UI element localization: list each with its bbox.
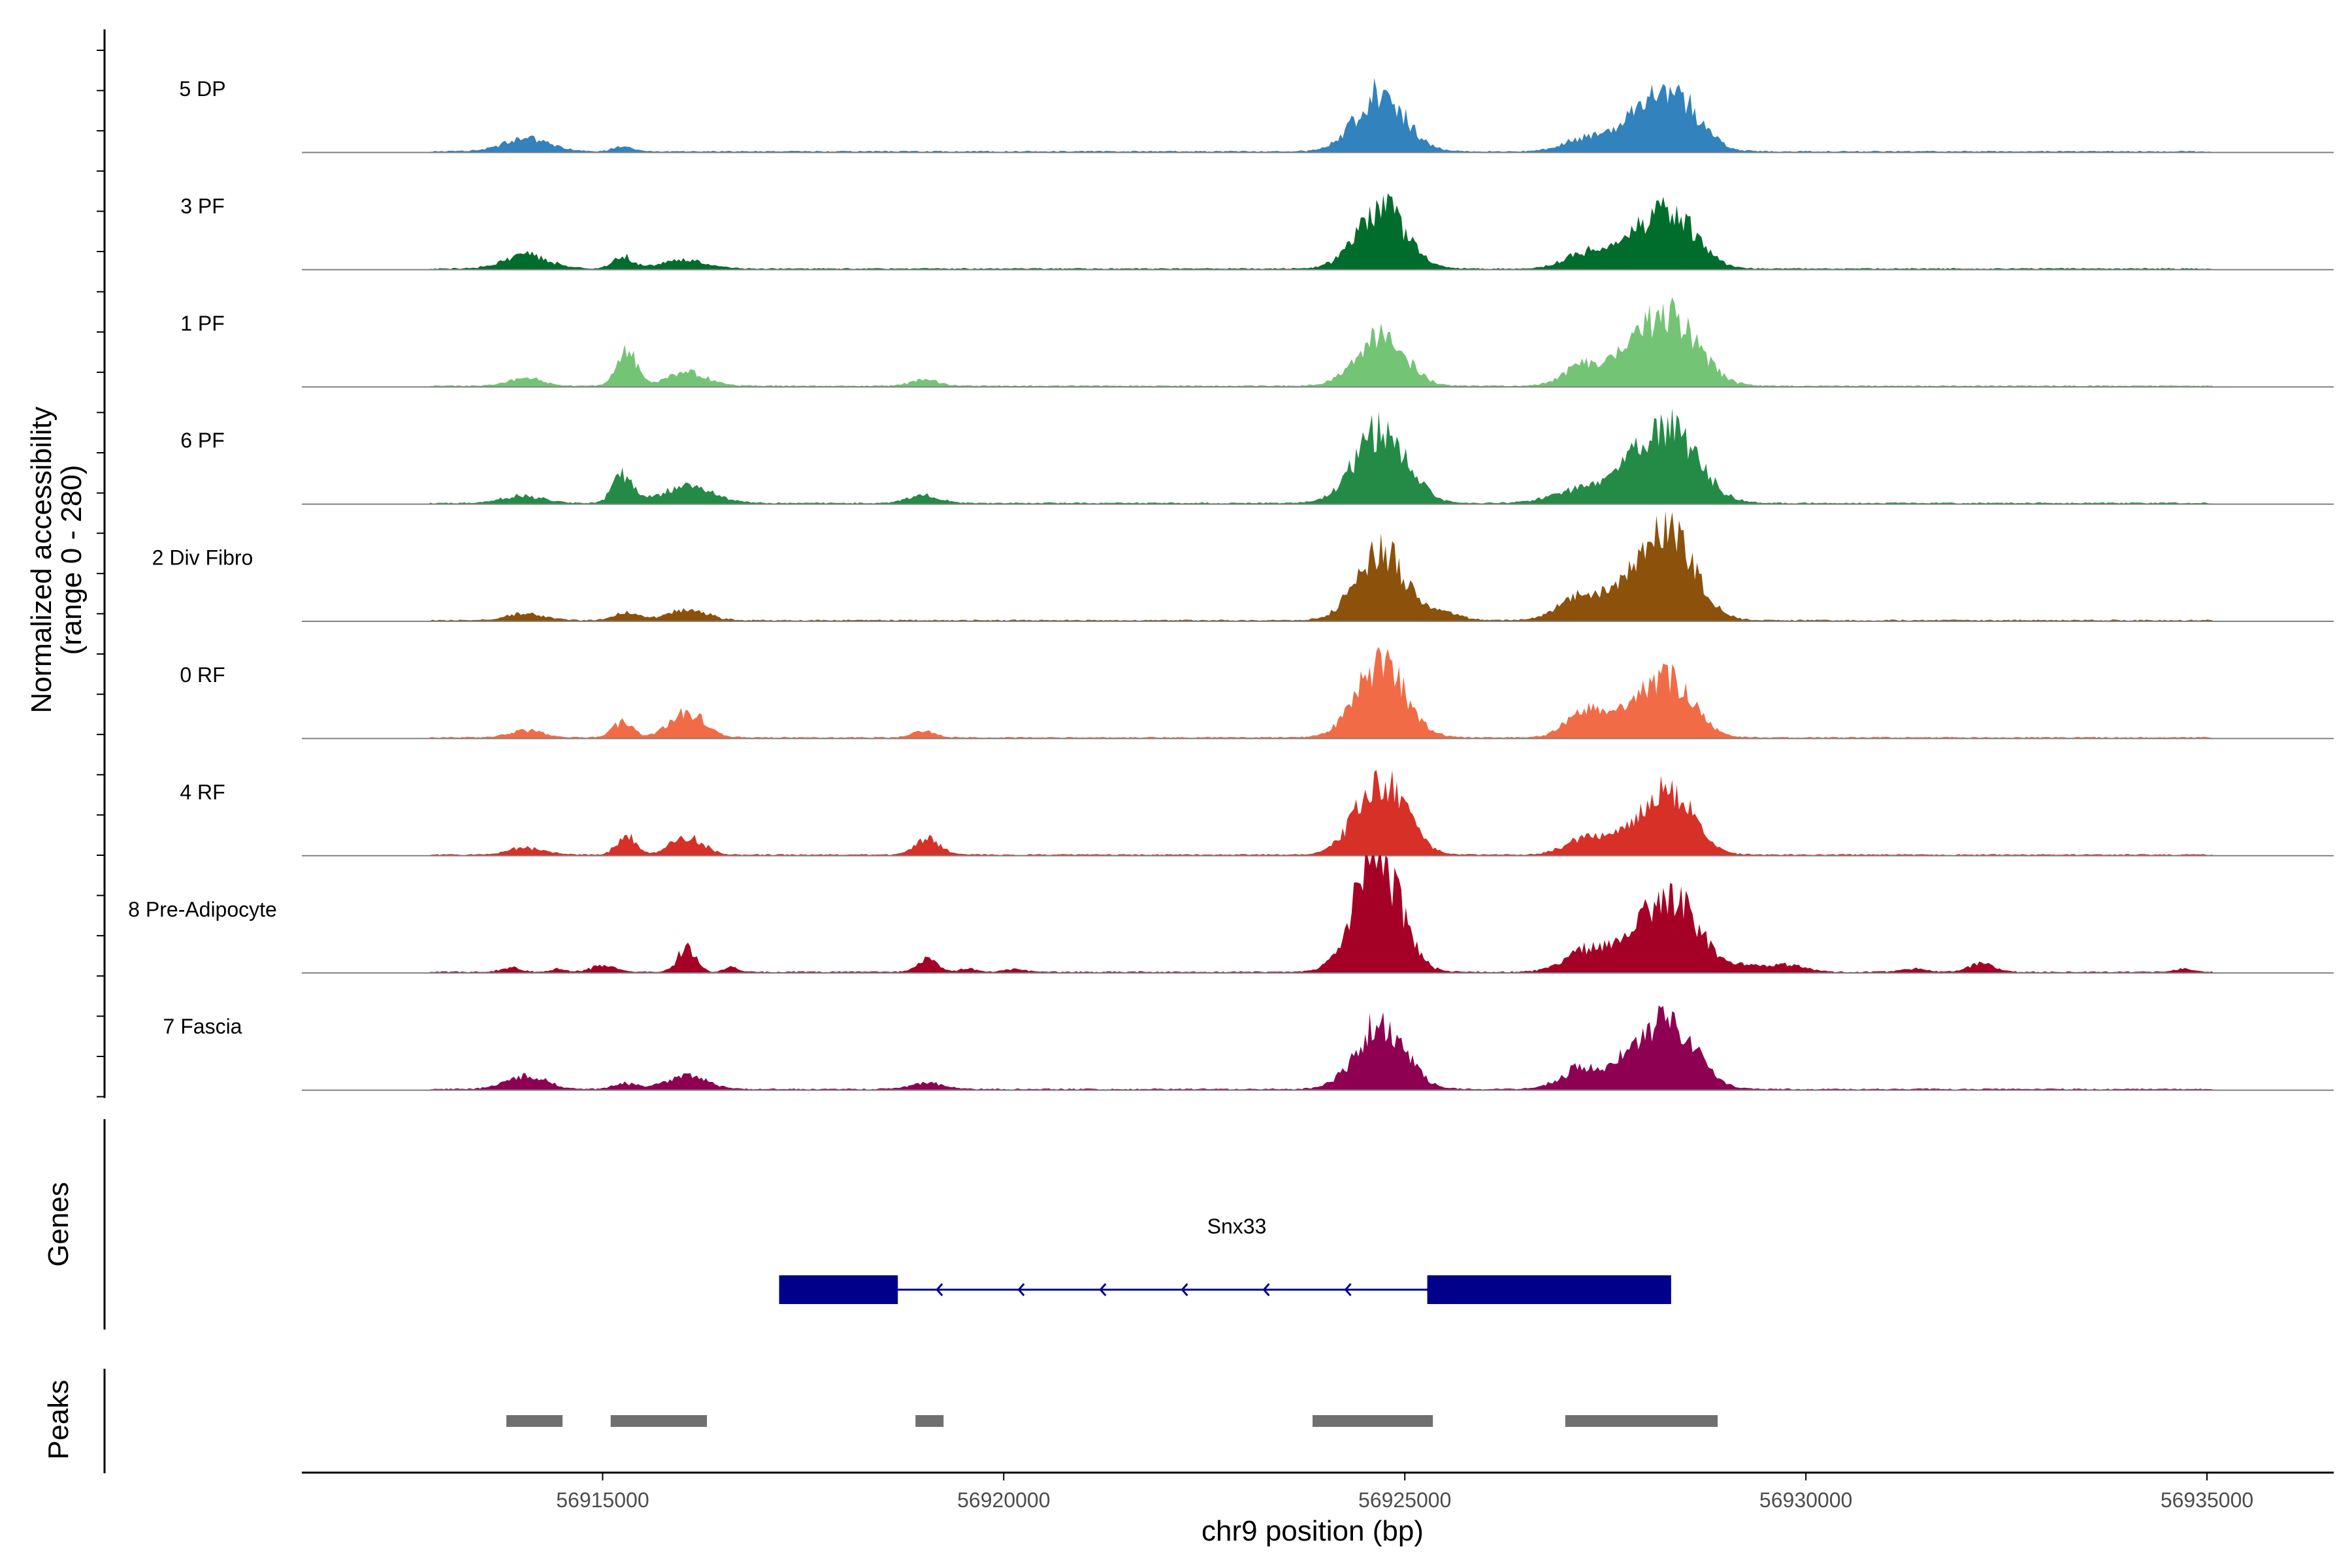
strand-arrow-icon: [1262, 1283, 1270, 1296]
gene-snx33: Snx33: [779, 1215, 1671, 1304]
strand-arrow-icon: [1181, 1283, 1188, 1296]
coverage-area: [302, 646, 2334, 739]
x-axis-title: chr9 position (bp): [1201, 1515, 1424, 1547]
coverage-area: [302, 770, 2334, 856]
x-tick-label: 56930000: [1759, 1488, 1852, 1512]
track-label: 0 RF: [180, 663, 225, 687]
track-label: 7 Fascia: [163, 1015, 242, 1038]
coverage-area: [302, 193, 2334, 270]
coverage-area: [302, 1005, 2334, 1090]
coverage-area: [302, 855, 2334, 973]
track-2-div-fibro: 2 Div Fibro: [152, 510, 2334, 622]
track-label: 6 PF: [180, 429, 225, 452]
track-4-rf: 4 RF: [180, 770, 2334, 857]
peak-region: [1565, 1415, 1718, 1427]
y-axis-titles: Normalized accessibility(range 0 - 280) G…: [25, 406, 88, 1460]
track-0-rf: 0 RF: [180, 646, 2334, 740]
track-label: 2 Div Fibro: [152, 546, 253, 570]
strand-arrow-icon: [1344, 1283, 1352, 1296]
left-axis-lines: [97, 29, 106, 1473]
coverage-area: [302, 297, 2334, 387]
coverage-area: [302, 78, 2334, 153]
genes-panel-title: Genes: [42, 1182, 74, 1267]
strand-arrow-icon: [936, 1283, 943, 1296]
gene-exon: [1427, 1275, 1671, 1304]
strand-arrow-icon: [1426, 1283, 1433, 1296]
track-6-pf: 6 PF: [180, 408, 2334, 505]
y-axis-title: Normalized accessibility(range 0 - 280): [25, 406, 88, 713]
track-5-dp: 5 DP: [179, 77, 2334, 154]
track-label: 8 Pre-Adipocyte: [128, 898, 277, 921]
track-label: 3 PF: [180, 194, 225, 218]
peaks-panel-title: Peaks: [42, 1380, 74, 1460]
y-axis-title-line: (range 0 - 280): [56, 465, 88, 655]
x-tick-label: 56925000: [1358, 1488, 1451, 1512]
peak-region: [506, 1415, 563, 1427]
gene-name-label: Snx33: [1207, 1215, 1267, 1238]
peak-region: [1313, 1415, 1433, 1427]
peak-track: [506, 1415, 1718, 1427]
peak-region: [610, 1415, 708, 1427]
track-7-fascia: 7 Fascia: [163, 1005, 2334, 1091]
x-tick-label: 56915000: [556, 1488, 649, 1512]
strand-arrow-icon: [1017, 1283, 1025, 1296]
peak-region: [915, 1415, 944, 1427]
coverage-area: [302, 408, 2334, 504]
track-label: 4 RF: [180, 780, 225, 804]
gene-track: Snx33: [779, 1215, 1671, 1304]
coverage-area: [302, 510, 2334, 621]
gene-exon: [779, 1275, 898, 1304]
strand-arrow-icon: [1099, 1283, 1107, 1296]
track-8-pre-adipocyte: 8 Pre-Adipocyte: [128, 855, 2334, 974]
track-1-pf: 1 PF: [180, 297, 2334, 388]
x-tick-label: 56935000: [2161, 1488, 2253, 1512]
coverage-tracks: 5 DP 3 PF 1 PF 6 PF 2 Div Fibro 0 RF 4 RF 8 Pre…: [128, 77, 2334, 1091]
track-label: 5 DP: [179, 77, 225, 101]
x-tick-label: 56920000: [957, 1488, 1050, 1512]
track-3-pf: 3 PF: [180, 193, 2334, 270]
track-label: 1 PF: [180, 312, 225, 335]
x-axis: 56915000 56920000 56925000 56930000 56935000…: [302, 1471, 2334, 1547]
y-axis-title-line: Normalized accessibility: [25, 406, 57, 713]
